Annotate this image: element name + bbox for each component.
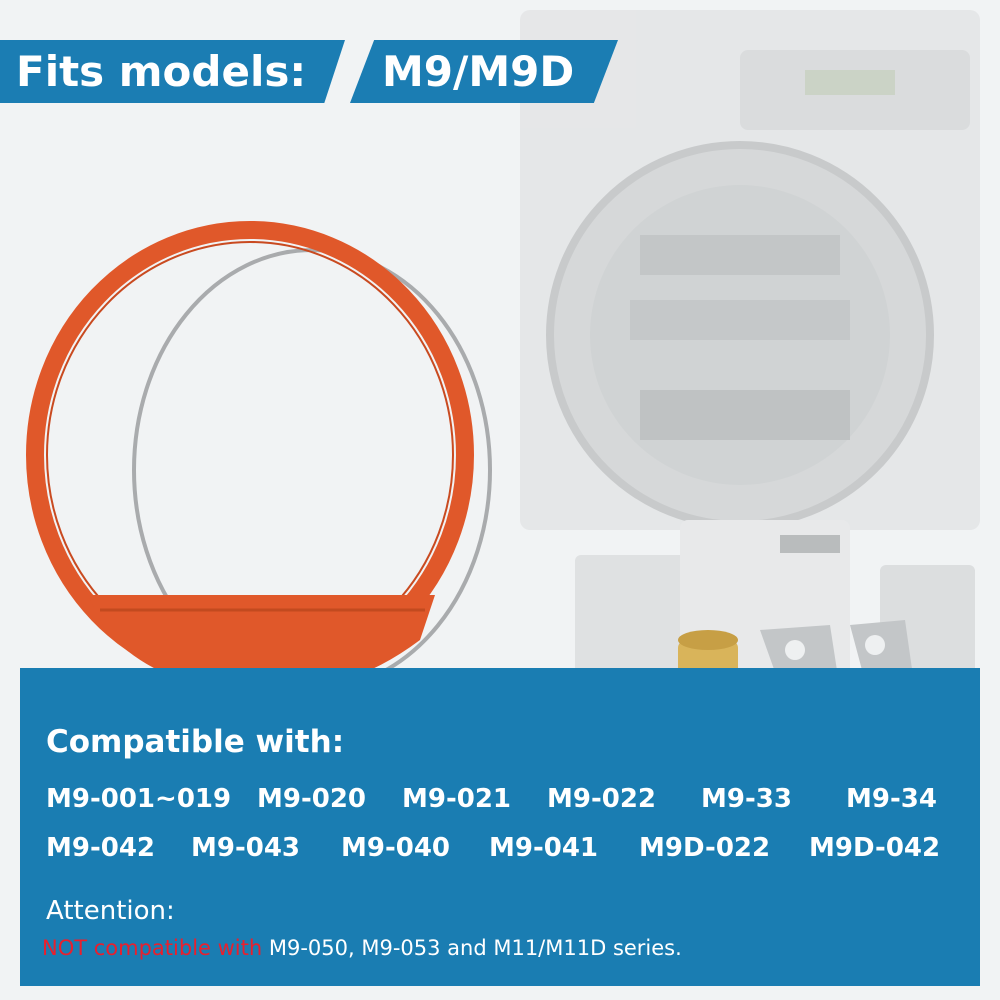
model-item: M9-34	[846, 784, 937, 814]
autoclave-image	[520, 10, 980, 530]
model-item: M9-022	[547, 784, 657, 814]
model-item: M9-020	[257, 784, 367, 814]
model-item: M9-001~019	[46, 784, 232, 814]
model-item: M9-040	[341, 833, 451, 863]
model-item: M9-041	[489, 833, 599, 863]
model-item: M9D-022	[639, 833, 771, 863]
attention-title: Attention:	[46, 896, 175, 926]
incompatible-models: M9-050, M9-053 and M11/M11D series.	[262, 936, 682, 960]
attention-note: NOT compatible with M9-050, M9-053 and M…	[42, 936, 682, 960]
model-item: M9-042	[46, 833, 156, 863]
model-item: M9-021	[402, 784, 512, 814]
bellows-seal	[88, 595, 435, 692]
compatible-title: Compatible with:	[46, 724, 345, 760]
warning-text: NOT compatible with	[42, 936, 263, 960]
model-name-banner: M9/M9D	[350, 40, 618, 103]
fits-models-banner: Fits models:	[0, 40, 345, 103]
model-item: M9-043	[191, 833, 301, 863]
compatibility-panel: Compatible with: M9-001~019 M9-020 M9-02…	[20, 668, 980, 986]
model-item: M9D-042	[809, 833, 941, 863]
model-item: M9-33	[701, 784, 792, 814]
